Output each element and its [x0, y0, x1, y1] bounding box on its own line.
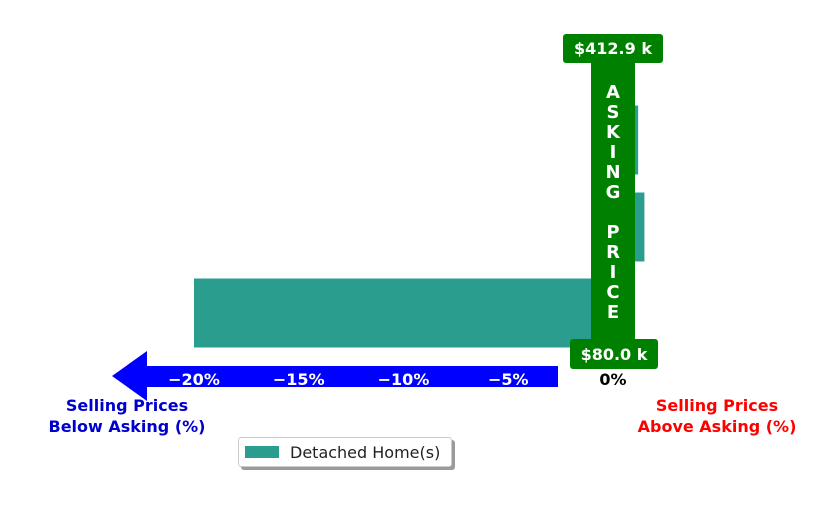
asking-price-letter: K [606, 122, 620, 143]
below-asking-label: Selling Prices Below Asking (%) [20, 395, 234, 437]
asking-price-letter: S [606, 102, 620, 123]
below-asking-label-line1: Selling Prices [65, 396, 189, 415]
asking-price-letter: E [606, 302, 620, 323]
legend-label: Detached Home(s) [290, 442, 441, 462]
above-asking-label-line1: Selling Prices [655, 396, 779, 415]
top-price-label: $412.9 k [563, 34, 663, 63]
bottom-price-label: $80.0 k [570, 339, 658, 369]
x-tick-label: 0% [599, 370, 626, 389]
asking-price-letter: R [606, 242, 620, 263]
asking-price-letter: I [609, 142, 617, 163]
x-tick-label: −20% [168, 370, 220, 389]
x-tick-label: −5% [488, 370, 529, 389]
asking-price-letter: A [606, 82, 620, 103]
x-tick-label: −10% [378, 370, 430, 389]
below-asking-arrow [112, 351, 558, 401]
asking-price-letter: I [609, 262, 617, 283]
below-asking-label-line2: Below Asking (%) [48, 417, 206, 436]
bar [194, 278, 613, 348]
asking-price-letter: N [605, 162, 621, 183]
x-tick-label: −15% [273, 370, 325, 389]
above-asking-label-line2: Above Asking (%) [637, 417, 797, 436]
legend-swatch [245, 446, 279, 458]
above-asking-label: Selling Prices Above Asking (%) [610, 395, 824, 437]
legend: Detached Home(s) [238, 437, 452, 467]
asking-price-band [591, 63, 635, 341]
asking-price-letter: P [606, 222, 620, 243]
asking-price-letter: C [606, 282, 620, 303]
asking-price-letter: G [605, 182, 621, 203]
